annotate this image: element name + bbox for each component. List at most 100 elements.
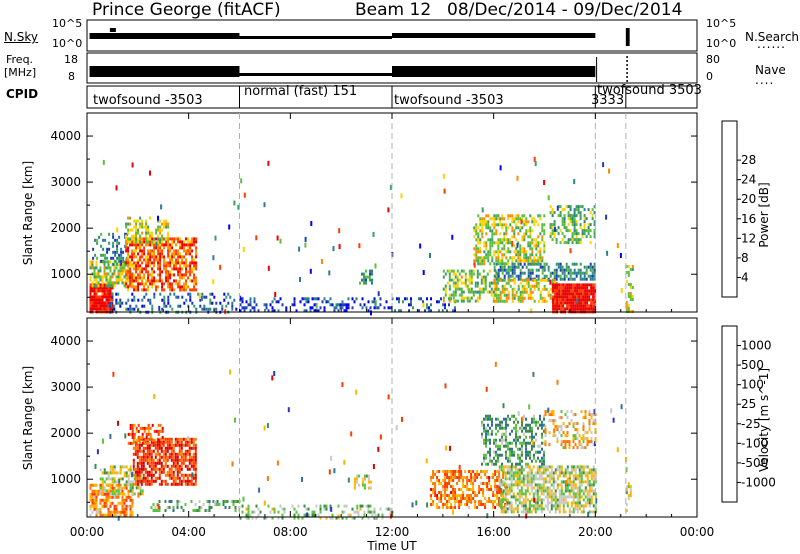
data-cell [161, 441, 164, 445]
data-cell [101, 295, 104, 299]
data-cell [213, 295, 216, 299]
data-cell [452, 476, 455, 479]
data-cell [177, 295, 180, 299]
data-cell [533, 456, 535, 460]
data-cell [191, 243, 194, 247]
y-tick-label: 3000 [50, 175, 81, 189]
data-cell [97, 304, 100, 308]
data-cell [172, 473, 175, 477]
data-cell [534, 471, 537, 475]
data-cell [89, 278, 92, 282]
data-cell [444, 485, 447, 488]
data-cell [129, 426, 132, 430]
data-cell [560, 489, 563, 493]
data-cell [460, 497, 463, 500]
data-cell [363, 275, 365, 279]
data-cell [619, 253, 622, 258]
data-cell [458, 503, 461, 506]
data-cell [111, 292, 114, 296]
data-cell [496, 485, 499, 488]
data-cell [478, 491, 481, 494]
data-cell [123, 483, 126, 487]
data-cell [89, 492, 92, 496]
data-cell [234, 509, 237, 512]
data-cell [127, 270, 130, 274]
data-cell [125, 249, 128, 253]
data-cell [298, 246, 301, 252]
data-cell [532, 474, 535, 478]
data-cell [507, 444, 509, 448]
data-cell [480, 503, 483, 506]
data-cell [521, 265, 524, 269]
data-cell [578, 483, 581, 487]
data-cell [487, 414, 489, 418]
data-cell [479, 241, 482, 245]
data-cell [131, 252, 134, 256]
data-cell [478, 290, 481, 294]
data-cell [583, 226, 586, 230]
data-cell [166, 473, 169, 477]
data-cell [131, 264, 134, 268]
data-cell [593, 211, 596, 215]
data-cell [462, 476, 465, 479]
data-cell [147, 237, 150, 241]
data-cell [548, 471, 551, 475]
data-cell [579, 277, 582, 281]
data-cell [534, 510, 537, 514]
data-cell [481, 259, 484, 263]
data-cell [568, 295, 571, 299]
data-cell [99, 489, 102, 493]
data-cell [509, 241, 512, 245]
data-cell [129, 498, 132, 502]
data-cell [147, 270, 150, 274]
data-cell [529, 271, 532, 275]
data-cell [551, 238, 554, 242]
data-cell [430, 476, 433, 479]
data-cell [105, 281, 108, 285]
data-cell [554, 510, 557, 514]
data-cell [542, 471, 545, 475]
data-cell [418, 297, 420, 301]
data-cell [574, 301, 577, 305]
data-cell [113, 480, 116, 484]
data-cell [495, 223, 498, 227]
data-cell [178, 443, 181, 447]
data-cell [145, 282, 148, 286]
data-cell [142, 467, 145, 471]
data-cell [468, 296, 471, 300]
colorbar-tick-label: -25 [741, 417, 761, 431]
data-cell [169, 258, 172, 262]
data-cell [139, 435, 142, 439]
data-cell [159, 249, 162, 253]
data-cell [163, 295, 166, 299]
data-cell [541, 259, 544, 263]
data-cell [293, 297, 296, 301]
data-cell [163, 301, 166, 305]
data-cell [103, 304, 106, 308]
data-cell [501, 253, 504, 257]
data-cell [371, 510, 374, 514]
data-cell [576, 486, 579, 490]
data-cell [575, 274, 578, 278]
data-cell [498, 491, 501, 494]
data-cell [530, 308, 533, 314]
data-cell [573, 271, 576, 275]
data-cell [553, 268, 556, 272]
data-cell [484, 497, 487, 500]
data-cell [529, 435, 531, 439]
data-cell [499, 278, 502, 282]
data-cell [98, 235, 101, 239]
data-cell [583, 232, 586, 236]
data-cell [365, 269, 367, 273]
data-cell [190, 446, 193, 450]
data-cell [518, 498, 521, 502]
data-cell [507, 456, 509, 460]
data-cell [497, 429, 499, 433]
data-cell [432, 470, 435, 473]
data-cell [187, 252, 190, 256]
data-cell [570, 298, 573, 302]
data-cell [142, 479, 145, 483]
data-cell [574, 307, 577, 311]
data-cell [133, 261, 136, 265]
data-cell [456, 494, 459, 497]
